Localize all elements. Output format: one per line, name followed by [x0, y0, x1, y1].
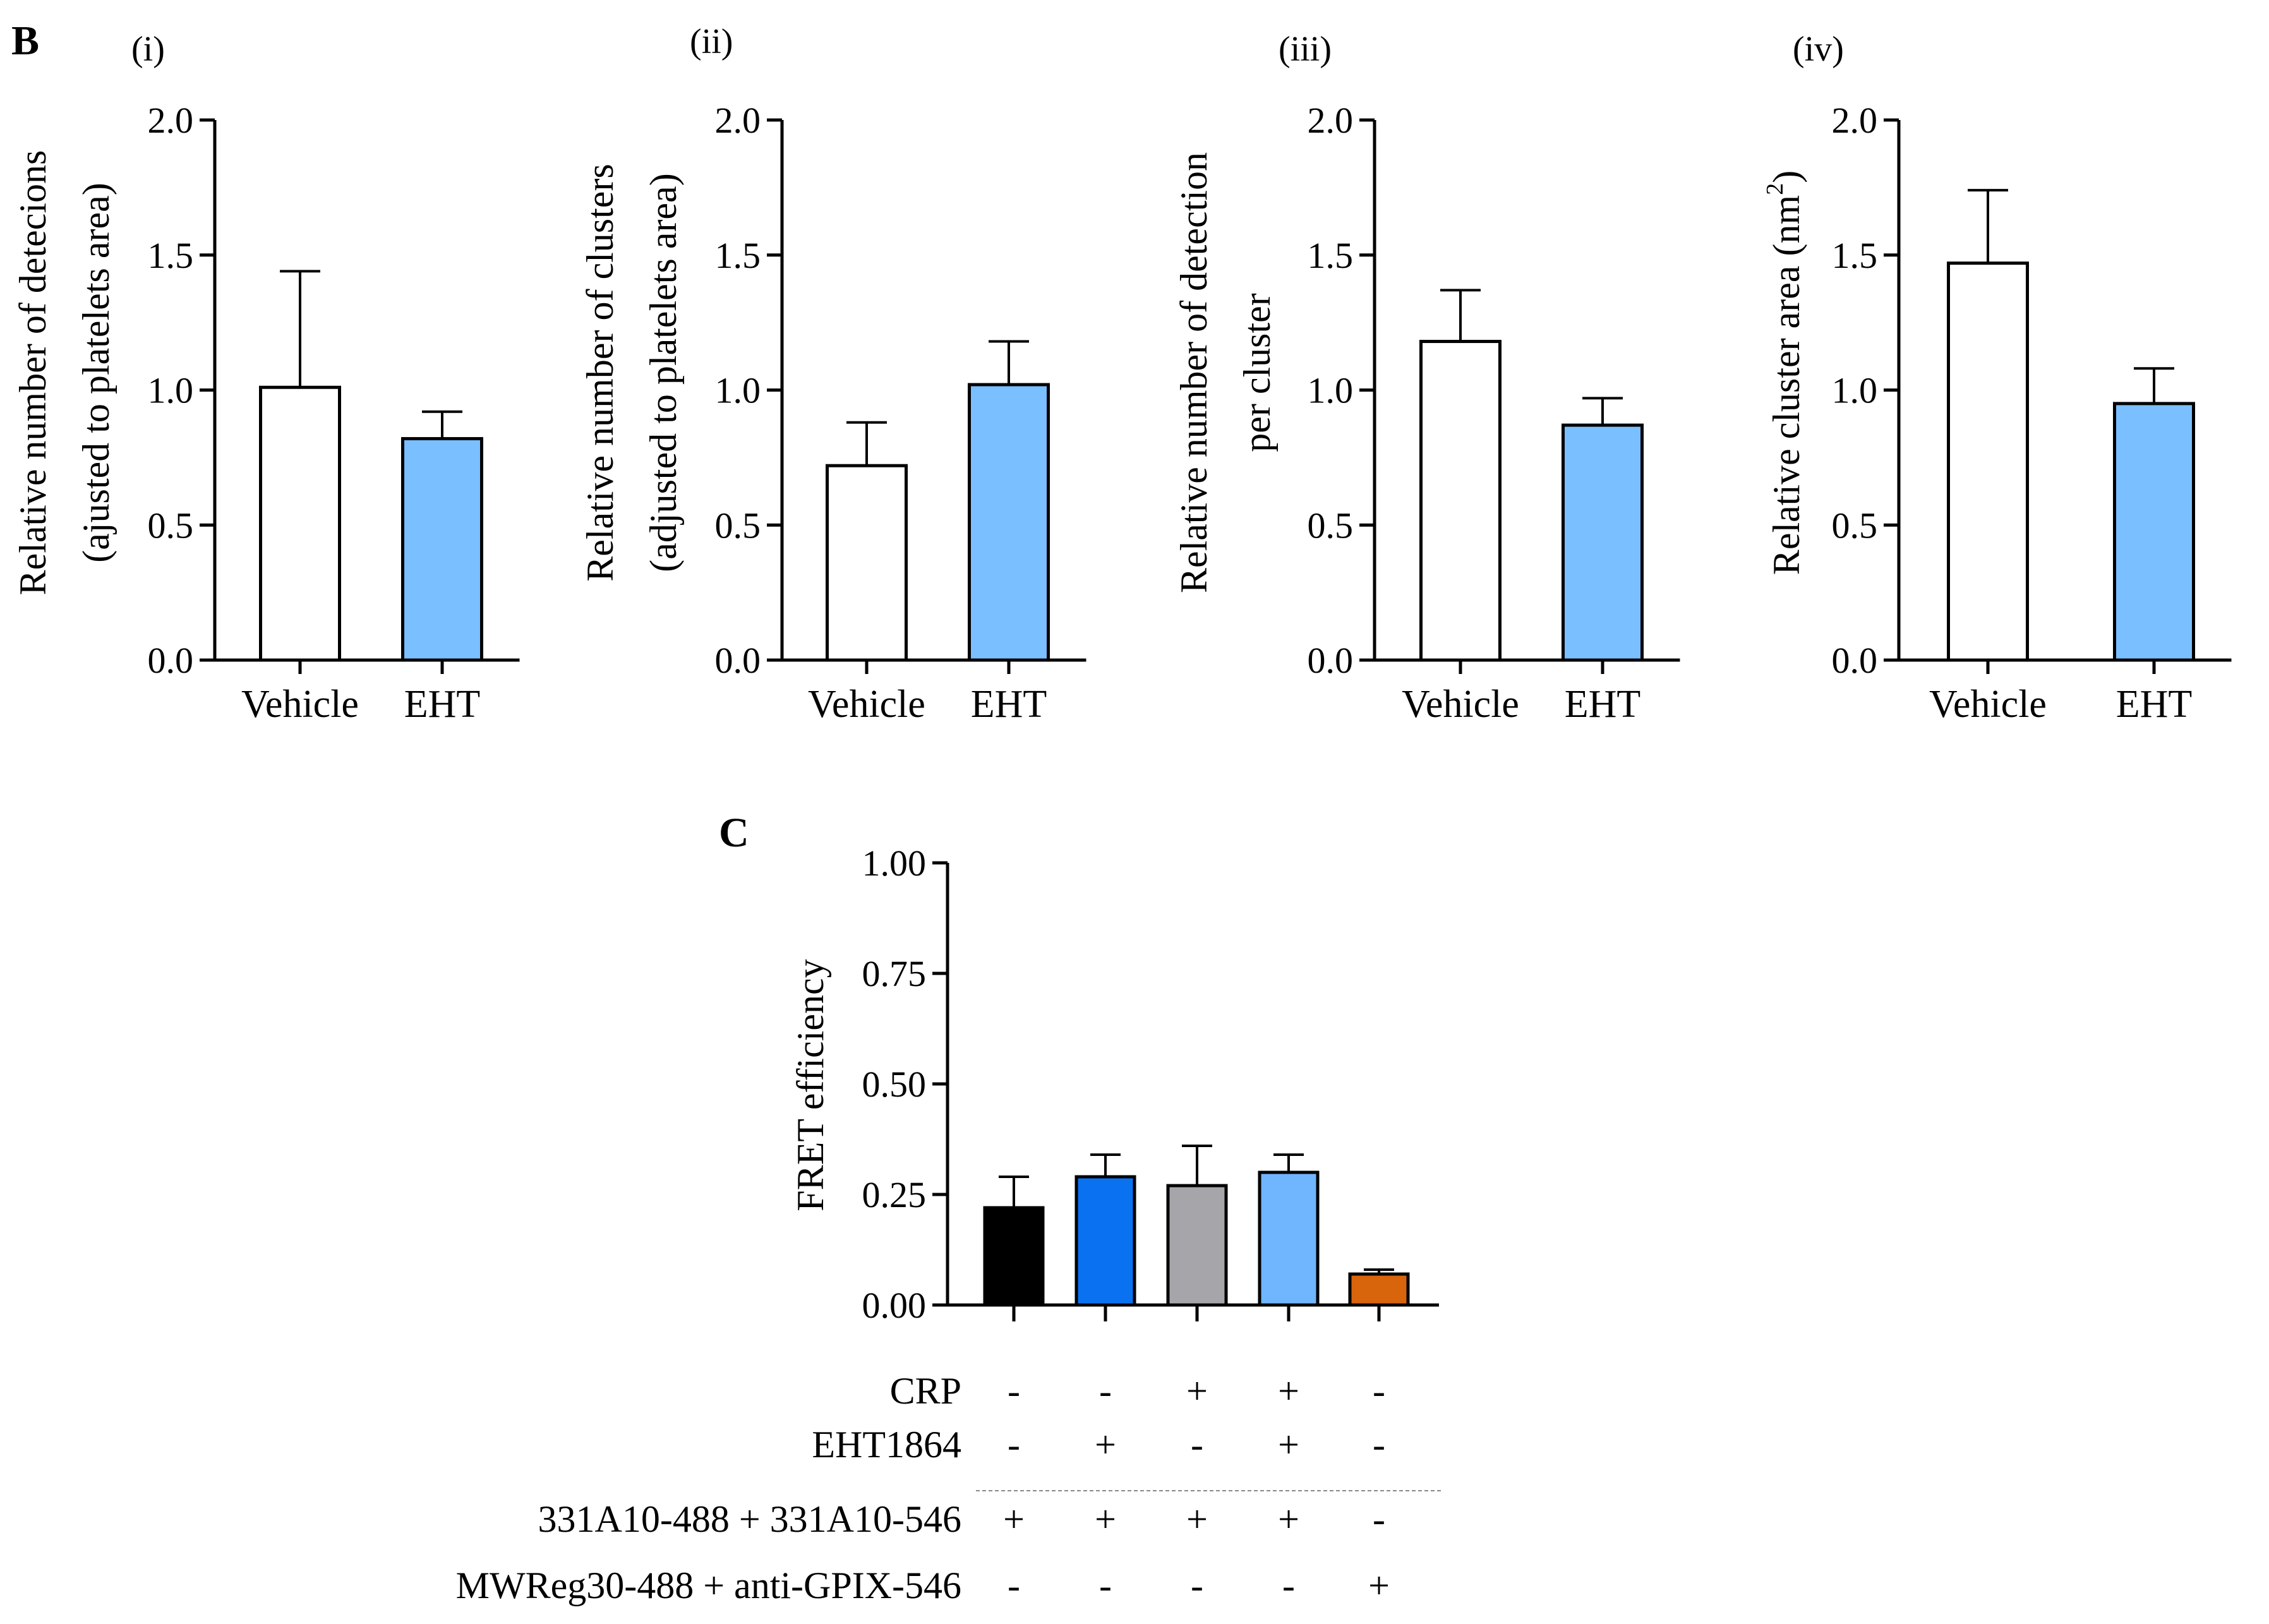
y-axis-label: Relative number of clusters — [579, 164, 621, 581]
y-tick-label: 1.5 — [148, 235, 194, 276]
condition-sign: + — [1368, 1565, 1390, 1606]
condition-sign: + — [1186, 1370, 1208, 1412]
x-tick-label: EHT — [2116, 683, 2193, 726]
y-tick-label: 0.75 — [862, 953, 927, 994]
condition-sign: - — [1373, 1370, 1385, 1412]
condition-label: CRP — [890, 1370, 961, 1412]
y-axis-label: per cluster — [1236, 293, 1278, 452]
bar-eht — [2113, 402, 2195, 662]
condition-sign: - — [1373, 1424, 1385, 1465]
condition-label: 331A10-488 + 331A10-546 — [538, 1498, 961, 1540]
x-tick-label: EHT — [1565, 683, 1641, 726]
y-tick-label: 1.5 — [1832, 235, 1878, 276]
bar-eht — [1562, 423, 1644, 662]
bar-condition-3 — [1166, 1184, 1228, 1307]
condition-sign: - — [1191, 1424, 1203, 1465]
y-tick-label: 0.0 — [1308, 640, 1354, 681]
bar-condition-2 — [1074, 1175, 1136, 1307]
bar-vehicle — [1947, 262, 2029, 662]
condition-sign: + — [1278, 1498, 1299, 1540]
y-tick-label: 1.0 — [715, 370, 761, 411]
x-tick-label: Vehicle — [1402, 683, 1519, 726]
condition-sign: + — [1278, 1424, 1299, 1465]
bar-vehicle — [1419, 340, 1502, 662]
condition-sign: - — [1099, 1370, 1112, 1412]
panel-tag: (i) — [131, 30, 165, 69]
y-axis-label: Relative number of detecions — [12, 150, 54, 596]
condition-sign: - — [1282, 1565, 1295, 1606]
condition-sign: + — [1095, 1498, 1116, 1540]
chart-panel-1: (i) 0.0 0.5 1.0 1.5 2.0 Vehicle EHT Relative num… — [12, 30, 520, 726]
bar-vehicle — [826, 464, 908, 662]
panel-tag: (ii) — [690, 22, 733, 61]
panel-b-label: B — [11, 18, 39, 64]
bar-vehicle — [259, 385, 341, 662]
bar-condition-5 — [1348, 1272, 1410, 1307]
y-tick-label: 1.5 — [715, 235, 761, 276]
y-tick-label: 0.25 — [862, 1174, 927, 1215]
chart-panel-2: (ii) 0.0 0.5 1.0 1.5 2.0 Vehicle EHT Relative nu… — [579, 22, 1086, 726]
y-tick-label: 2.0 — [715, 100, 761, 141]
y-axis-label: (ajusted to platelets area) — [75, 183, 117, 562]
condition-sign: - — [1008, 1424, 1020, 1465]
y-tick-label: 0.0 — [148, 640, 194, 681]
y-tick-label: 1.0 — [1308, 370, 1354, 411]
y-tick-label: 2.0 — [1308, 100, 1354, 141]
condition-sign: - — [1373, 1498, 1385, 1540]
y-tick-label: 0.50 — [862, 1064, 927, 1105]
y-tick-label: 1.00 — [862, 843, 927, 884]
y-tick-label: 0.5 — [148, 505, 194, 546]
x-tick-label: Vehicle — [241, 683, 359, 726]
y-axis-label: (adjusted to platelets area) — [642, 173, 684, 572]
y-tick-label: 1.0 — [148, 370, 194, 411]
bar-eht — [968, 383, 1050, 662]
condition-sign: - — [1008, 1565, 1020, 1606]
y-axis-label-part: Relative cluster area (nm — [1766, 195, 1807, 575]
y-tick-label: 0.5 — [715, 505, 761, 546]
condition-sign: - — [1191, 1565, 1203, 1606]
y-tick-label: 1.0 — [1832, 370, 1878, 411]
panel-tag: (iii) — [1279, 30, 1332, 69]
condition-sign: - — [1008, 1370, 1020, 1412]
y-tick-label: 2.0 — [148, 100, 194, 141]
x-tick-label: Vehicle — [808, 683, 925, 726]
y-axis-label-part: 2 — [1762, 183, 1788, 195]
chart-panel-3: (iii) 0.0 0.5 1.0 1.5 2.0 Vehicle EHT Relative n… — [1173, 30, 1680, 726]
y-tick-label: 0.0 — [1832, 640, 1878, 681]
y-tick-label: 0.0 — [715, 640, 761, 681]
condition-sign: + — [1003, 1498, 1025, 1540]
y-tick-label: 0.5 — [1308, 505, 1354, 546]
condition-label: MWReg30-488 + anti-GPIX-546 — [456, 1565, 961, 1606]
y-axis-label: FRET efficiency — [790, 959, 831, 1211]
x-tick-label: EHT — [404, 683, 481, 726]
y-axis-label: Relative number of detection — [1173, 152, 1215, 593]
chart-panel-c: 0.00 0.25 0.50 0.75 1.00 FRET efficiency CRP - -… — [456, 843, 1443, 1606]
y-axis-label-part: ) — [1766, 171, 1807, 183]
condition-sign: + — [1186, 1498, 1208, 1540]
panel-tag: (iv) — [1793, 30, 1844, 69]
chart-panel-4: (iv) 0.0 0.5 1.0 1.5 2.0 Vehicle EHT Relative cl… — [1762, 30, 2232, 726]
x-tick-label: EHT — [971, 683, 1047, 726]
bar-eht — [401, 436, 483, 662]
y-tick-label: 0.5 — [1832, 505, 1878, 546]
condition-sign: + — [1095, 1424, 1116, 1465]
bar-condition-1 — [983, 1206, 1045, 1307]
condition-sign: + — [1278, 1370, 1299, 1412]
y-tick-label: 0.00 — [862, 1285, 927, 1326]
y-tick-label: 1.5 — [1308, 235, 1354, 276]
condition-sign: - — [1099, 1565, 1112, 1606]
y-tick-label: 2.0 — [1832, 100, 1878, 141]
panel-c-label: C — [719, 810, 749, 856]
condition-label: EHT1864 — [812, 1424, 961, 1465]
bar-condition-4 — [1258, 1170, 1320, 1307]
x-tick-label: Vehicle — [1929, 683, 2047, 726]
y-axis-label: Relative cluster area (nm2) — [1762, 171, 1807, 575]
